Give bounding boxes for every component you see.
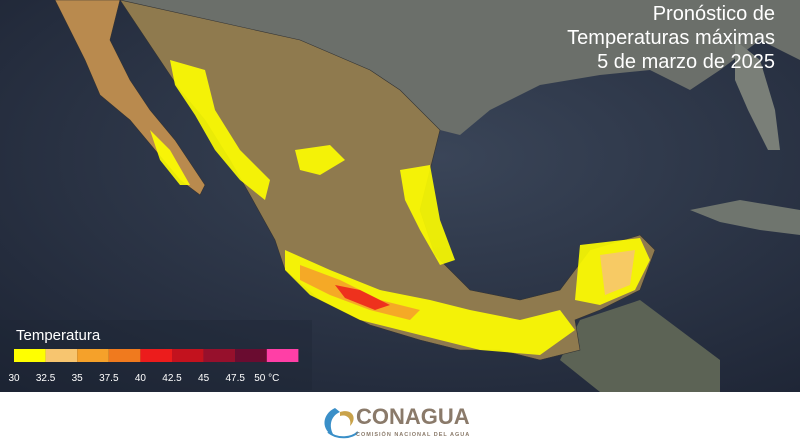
footer	[0, 392, 800, 445]
heat-light-orange	[600, 250, 635, 295]
legend-swatch	[108, 349, 141, 362]
legend-label: 50 °C	[254, 373, 279, 384]
central-america	[560, 300, 720, 392]
legend-label: 40	[135, 373, 147, 384]
title-line: Pronóstico de	[653, 3, 775, 25]
legend-label: 42.5	[162, 373, 182, 384]
heat-yellow	[295, 145, 345, 175]
heat-yellow	[170, 60, 270, 200]
baja-california	[54, 0, 206, 196]
heat-yellow	[400, 165, 455, 265]
heat-yellow	[285, 250, 575, 355]
legend-swatch	[235, 349, 267, 362]
legend-label: 47.5	[225, 373, 245, 384]
legend-swatch	[140, 349, 172, 362]
heat-red	[335, 285, 390, 310]
legend: 30 32.5 35 37.5 40 42.5 45 47.5 50 °C	[8, 349, 299, 384]
cuba	[690, 200, 800, 235]
legend-label: 35	[72, 373, 84, 384]
florida	[735, 40, 780, 150]
logo-text: CONAGUA	[356, 404, 470, 429]
legend-title: Temperatura	[16, 327, 101, 344]
legend-swatch	[14, 349, 46, 362]
legend-swatch	[45, 349, 78, 362]
logo-subtitle: COMISIÓN NACIONAL DEL AGUA	[356, 430, 470, 438]
logo-icon	[324, 408, 359, 439]
title-line: 5 de marzo de 2025	[597, 51, 775, 73]
legend-label: 45	[198, 373, 210, 384]
legend-label: 30	[8, 373, 20, 384]
legend-label: 37.5	[99, 373, 119, 384]
legend-swatch	[172, 349, 204, 362]
legend-swatch	[266, 349, 299, 362]
heat-yellow	[150, 130, 190, 185]
legend-swatch	[203, 349, 236, 362]
title-line: Temperaturas máximas	[567, 27, 775, 49]
legend-swatch	[77, 349, 109, 362]
usa	[120, 0, 800, 135]
legend-label: 32.5	[36, 373, 56, 384]
